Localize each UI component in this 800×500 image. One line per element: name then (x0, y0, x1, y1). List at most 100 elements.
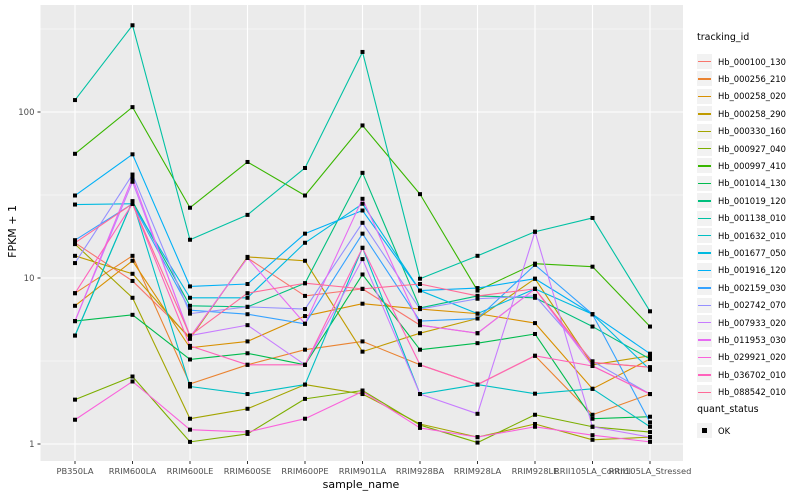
data-point-marker (303, 293, 307, 298)
data-point-marker (73, 193, 77, 198)
legend-item: Hb_002159_030 (697, 277, 786, 296)
y-axis-title: FPKM + 1 (6, 205, 19, 258)
data-point-marker (648, 357, 652, 362)
data-point-marker (360, 170, 365, 175)
data-point-marker (418, 425, 422, 430)
data-point-marker (533, 286, 537, 291)
data-point-marker (130, 379, 135, 384)
data-point-marker (475, 286, 480, 291)
legend-key (697, 367, 712, 383)
data-point-marker (648, 435, 652, 440)
data-point-marker (360, 201, 365, 206)
legend-item-label: Hb_001014_130 (718, 178, 786, 189)
legend-key (697, 106, 712, 122)
data-point-marker (130, 23, 135, 28)
x-tick-label: RRIM901LA (339, 466, 387, 476)
data-point-marker (475, 311, 480, 316)
data-point-marker (648, 324, 652, 329)
legend-item: Hb_000258_290 (697, 103, 786, 122)
legend-item-label: Hb_001632_010 (718, 230, 786, 241)
data-point-marker (73, 319, 77, 324)
legend-color-line (698, 252, 711, 254)
data-point-marker (303, 382, 307, 387)
data-point-marker (303, 307, 307, 312)
data-point-marker (188, 384, 192, 389)
data-point-marker (360, 220, 365, 225)
data-point-marker (360, 301, 365, 306)
data-point-marker (648, 424, 652, 429)
data-point-marker (475, 411, 480, 416)
data-point-marker (360, 389, 365, 394)
legend-key (697, 54, 712, 69)
data-point-marker (648, 392, 652, 397)
legend-key (697, 193, 712, 209)
legend-key (697, 262, 712, 278)
legend-item: Hb_000997_410 (697, 155, 786, 174)
legend-key (697, 228, 712, 243)
data-point-marker (590, 324, 595, 329)
legend-key (697, 158, 712, 174)
data-point-marker (475, 440, 480, 445)
data-point-marker (418, 276, 422, 281)
data-point-marker (418, 347, 422, 352)
legend-item: Hb_029921_020 (697, 347, 786, 365)
data-point-marker (303, 193, 307, 198)
data-point-marker (418, 307, 422, 312)
data-point-marker (303, 240, 307, 245)
legend-item-label: Hb_007933_020 (718, 317, 786, 328)
data-point-marker (130, 312, 135, 317)
data-point-marker (648, 439, 652, 444)
legend-item: Hb_000927_040 (697, 138, 786, 156)
data-point-marker (73, 291, 77, 296)
data-point-marker (475, 435, 480, 440)
data-point-marker (475, 288, 480, 293)
data-point-marker (418, 192, 422, 197)
legend-color-line (698, 304, 711, 306)
legend-color-line (698, 374, 711, 376)
legend-key (697, 384, 712, 400)
data-point-marker (73, 202, 77, 207)
legend-color-line (698, 235, 711, 237)
data-point-marker (245, 362, 250, 367)
legend-item: Hb_001916_120 (697, 260, 786, 278)
legend-color-line (698, 269, 711, 272)
legend: tracking_id Hb_000100_130 Hb_000256_210 Hb… (688, 0, 800, 500)
data-point-marker (590, 364, 595, 369)
data-point-marker (303, 314, 307, 319)
y-tick-label: 1 (29, 440, 34, 450)
data-point-marker (130, 176, 135, 181)
legend-item-label: Hb_001019_120 (718, 195, 786, 206)
data-point-marker (188, 284, 192, 289)
data-point-marker (533, 229, 537, 234)
data-point-marker (360, 123, 365, 128)
data-point-marker (590, 264, 595, 269)
data-point-marker (130, 271, 135, 276)
legend-item: Hb_001138_010 (697, 208, 786, 226)
data-point-marker (590, 412, 595, 417)
legend-item-label: Hb_000256_210 (718, 73, 786, 84)
legend-color-line (698, 287, 711, 289)
x-tick-label: RRIM928LA (454, 466, 502, 476)
legend-key (697, 71, 712, 87)
data-point-marker (245, 255, 250, 260)
y-tick-label: 100 (18, 108, 34, 118)
data-point-marker (303, 416, 307, 421)
data-point-marker (418, 362, 422, 367)
data-point-marker (73, 151, 77, 156)
legend-item-label: Hb_011953_030 (718, 334, 786, 345)
data-point-marker (130, 179, 135, 184)
data-point-marker (360, 272, 365, 277)
legend-item-label: OK (718, 425, 731, 436)
legend-color-line (698, 182, 711, 185)
x-tick-label: RRII105LA_Stressed (609, 466, 692, 476)
legend-key (697, 88, 712, 104)
data-point-marker (360, 257, 365, 262)
legend-key (697, 245, 712, 261)
legend-item-label: Hb_000927_040 (718, 143, 786, 154)
data-point-marker (130, 105, 135, 110)
legend-shape-square (702, 428, 707, 433)
data-point-marker (188, 381, 192, 386)
data-point-marker (533, 421, 537, 426)
data-point-marker (533, 331, 537, 336)
x-tick-label: RRIM600SE (224, 466, 271, 476)
